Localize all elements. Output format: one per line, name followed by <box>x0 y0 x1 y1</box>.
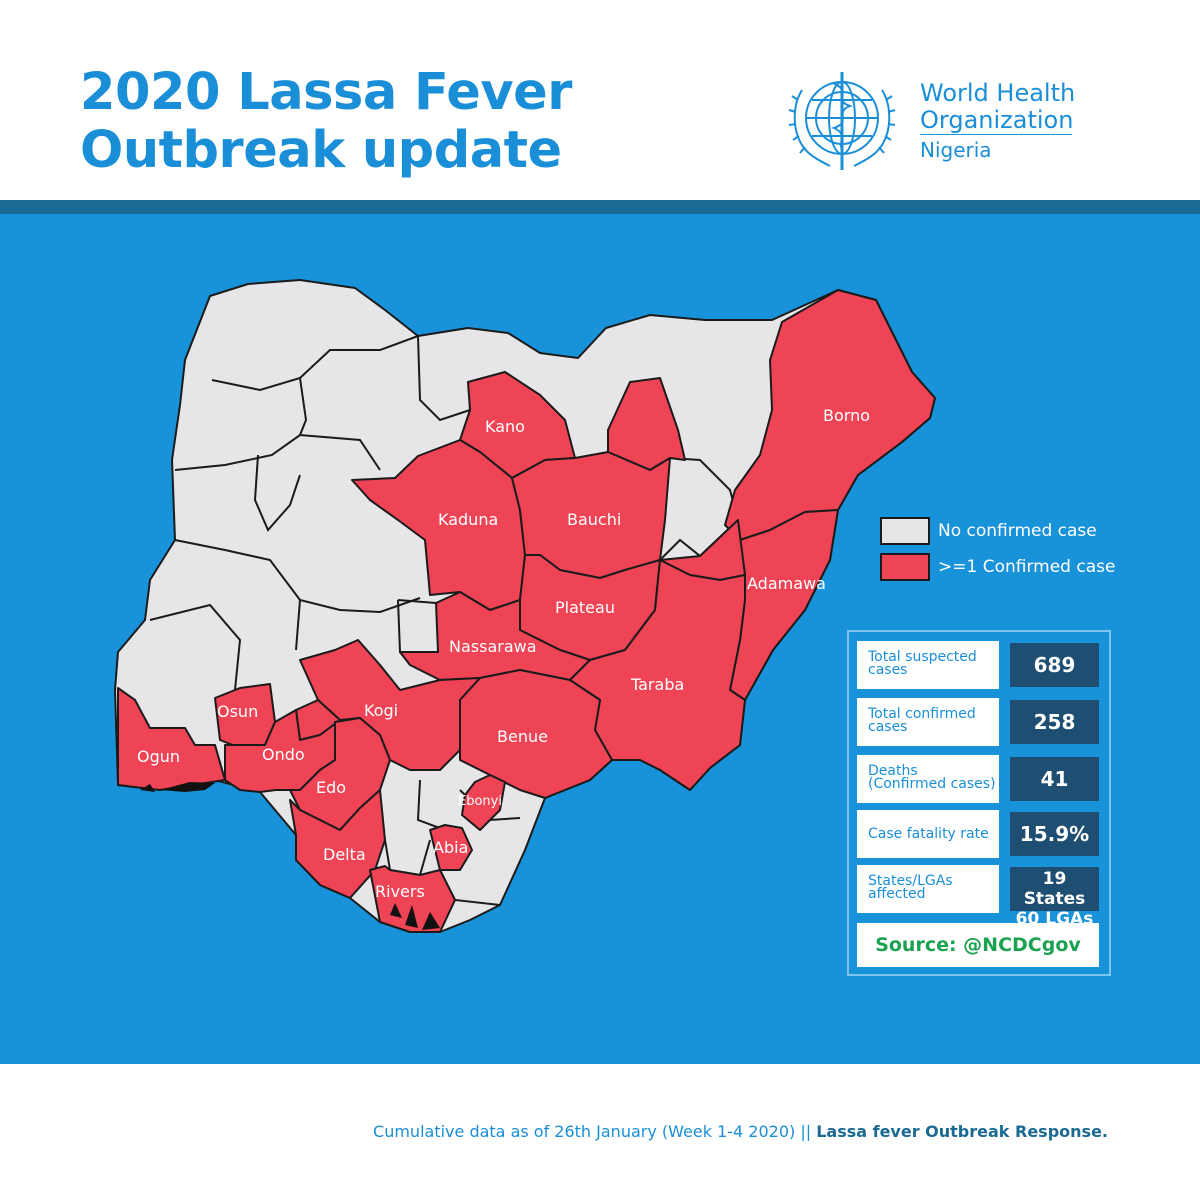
state-label-kogi: Kogi <box>364 701 398 720</box>
state-label-nassarawa: Nassarawa <box>449 637 537 656</box>
stat-label-affected-line-2: affected <box>868 886 926 902</box>
state-delta <box>289 789 386 899</box>
state-label-kano: Kano <box>485 417 525 436</box>
org-line-1: World Health <box>920 79 1076 107</box>
stat-label-fatality-rate: Case fatality rate <box>857 810 999 858</box>
stat-label-suspected: Total suspected cases <box>857 641 999 689</box>
footer-note-bold: Lassa fever Outbreak Response. <box>816 1122 1108 1141</box>
state-rivers <box>369 865 456 933</box>
stat-label-confirmed-line-2: cases <box>868 719 908 735</box>
legend-swatch-confirmed-case <box>880 553 930 581</box>
state-label-plateau: Plateau <box>555 598 615 617</box>
state-adamawa <box>729 509 839 701</box>
stat-value-fatality-rate: 15.9% <box>1010 812 1099 856</box>
state-label-benue: Benue <box>497 727 548 746</box>
state-label-bauchi: Bauchi <box>567 510 621 529</box>
legend-swatch-no-case <box>880 517 930 545</box>
state-label-taraba: Taraba <box>630 675 684 694</box>
stat-label-deaths-line-1: Deaths <box>868 763 918 779</box>
state-label-kaduna: Kaduna <box>438 510 498 529</box>
legend-label-confirmed-case: >=1 Confirmed case <box>938 557 1116 577</box>
stat-label-confirmed: Total confirmed cases <box>857 698 999 746</box>
map-legend: No confirmed case >=1 Confirmed case <box>880 517 1180 589</box>
stat-row-suspected: Total suspected cases 689 <box>857 641 1102 689</box>
org-country: Nigeria <box>920 138 992 162</box>
title-line-1: 2020 Lassa Fever <box>80 63 572 122</box>
state-ebonyi <box>461 774 506 831</box>
stat-value-confirmed: 258 <box>1010 700 1099 744</box>
stat-label-affected-line-1: States/LGAs <box>868 873 953 889</box>
state-label-ebonyi: Ebonyi <box>458 794 502 809</box>
state-ogun <box>117 687 226 791</box>
organization-name: World Health Organization <box>920 80 1075 134</box>
source-credit: Source: @NCDCgov <box>857 923 1099 967</box>
stat-label-deaths-line-2: (Confirmed cases) <box>868 776 996 792</box>
stat-label-confirmed-line-1: Total confirmed <box>868 706 976 722</box>
legend-item-no-case: No confirmed case <box>880 517 1180 553</box>
state-label-edo: Edo <box>316 778 346 797</box>
stat-row-affected: States/LGAs affected 19 States 60 LGAs <box>857 865 1102 929</box>
state-label-osun: Osun <box>217 702 258 721</box>
page-title: 2020 Lassa Fever Outbreak update <box>80 64 572 180</box>
legend-label-no-case: No confirmed case <box>938 521 1097 541</box>
header-band <box>0 200 1200 214</box>
org-divider <box>920 134 1072 135</box>
legend-item-confirmed-case: >=1 Confirmed case <box>880 553 1180 589</box>
who-emblem-icon <box>788 72 896 170</box>
stat-value-suspected: 689 <box>1010 643 1099 687</box>
org-line-2: Organization <box>920 106 1074 134</box>
state-label-delta: Delta <box>323 845 366 864</box>
footer: Cumulative data as of 26th January (Week… <box>0 1064 1200 1200</box>
footer-note-text: Cumulative data as of 26th January (Week… <box>373 1122 817 1141</box>
stat-row-confirmed: Total confirmed cases 258 <box>857 698 1102 746</box>
state-label-ondo: Ondo <box>262 745 305 764</box>
footer-note: Cumulative data as of 26th January (Week… <box>373 1122 1108 1141</box>
title-line-2: Outbreak update <box>80 121 562 180</box>
stat-label-suspected-line-2: cases <box>868 662 908 678</box>
stat-value-affected-states: 19 States <box>1023 869 1086 909</box>
stat-label-affected: States/LGAs affected <box>857 865 999 913</box>
stat-value-deaths: 41 <box>1010 757 1099 801</box>
state-benue <box>459 669 613 799</box>
stats-panel: Total suspected cases 689 Total confirme… <box>847 630 1111 976</box>
stat-row-fatality-rate: Case fatality rate 15.9% <box>857 810 1102 858</box>
stat-row-deaths: Deaths (Confirmed cases) 41 <box>857 755 1102 803</box>
state-label-adamawa: Adamawa <box>747 574 826 593</box>
state-label-rivers: Rivers <box>375 882 425 901</box>
stat-label-suspected-line-1: Total suspected <box>868 649 977 665</box>
state-label-borno: Borno <box>823 406 870 425</box>
nigeria-map: Kano Borno Kaduna Bauchi Adamawa Plateau… <box>114 279 936 933</box>
state-label-abia: Abia <box>433 838 468 857</box>
stat-label-deaths: Deaths (Confirmed cases) <box>857 755 999 803</box>
stat-label-fatality-rate-line-1: Case fatality rate <box>868 826 989 842</box>
stat-value-affected: 19 States 60 LGAs <box>1010 867 1099 929</box>
header: 2020 Lassa Fever Outbreak update World H… <box>0 0 1200 200</box>
state-label-ogun: Ogun <box>137 747 180 766</box>
map-coastal-waters <box>140 782 440 930</box>
